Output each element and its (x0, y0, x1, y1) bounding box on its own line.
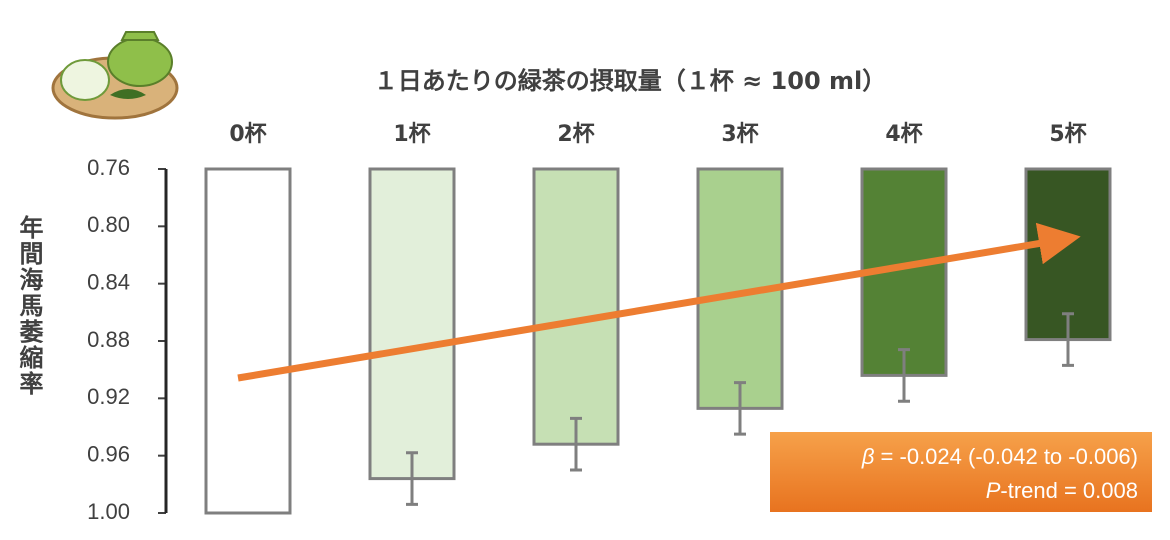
trend-arrow (237, 222, 1081, 382)
annotation-line: β = -0.024 (-0.042 to -0.006) (861, 444, 1138, 469)
y-axis-label: 年間海馬萎縮率 (15, 214, 43, 397)
tea-icon (51, 31, 179, 120)
y-tick-label: 1.00 (87, 499, 130, 524)
beta-text: = -0.024 (-0.042 to -0.006) (874, 444, 1138, 469)
error-bar (1062, 312, 1074, 367)
annotation-line: P-trend = 0.008 (986, 478, 1138, 503)
x-tick-label: 3杯 (721, 122, 758, 147)
x-tick-label: 1杯 (393, 122, 430, 147)
x-tick-label: 2杯 (557, 122, 594, 147)
bar (532, 167, 620, 446)
p-text: -trend = 0.008 (1000, 478, 1138, 503)
chart-title: １日あたりの緑茶の摂取量（１杯 ≈ 100 ml） (374, 67, 887, 95)
error-bar (734, 381, 746, 436)
bar (204, 167, 292, 515)
y-tick-label: 0.96 (87, 441, 130, 466)
p-symbol: P (986, 478, 1001, 503)
y-tick-label: 0.84 (87, 269, 130, 294)
y-tick-label: 0.92 (87, 384, 130, 409)
error-bar (570, 416, 582, 472)
annotation-box (770, 432, 1152, 512)
x-tick-label: 0杯 (229, 122, 266, 147)
bar (368, 167, 456, 481)
error-bar (898, 348, 910, 403)
y-tick-label: 0.76 (87, 155, 130, 180)
beta: β (861, 444, 875, 469)
error-bar (406, 451, 418, 506)
y-tick-label: 0.80 (87, 212, 130, 237)
y-tick-label: 0.88 (87, 327, 130, 352)
x-tick-label: 5杯 (1049, 122, 1086, 147)
x-tick-label: 4杯 (885, 122, 922, 147)
